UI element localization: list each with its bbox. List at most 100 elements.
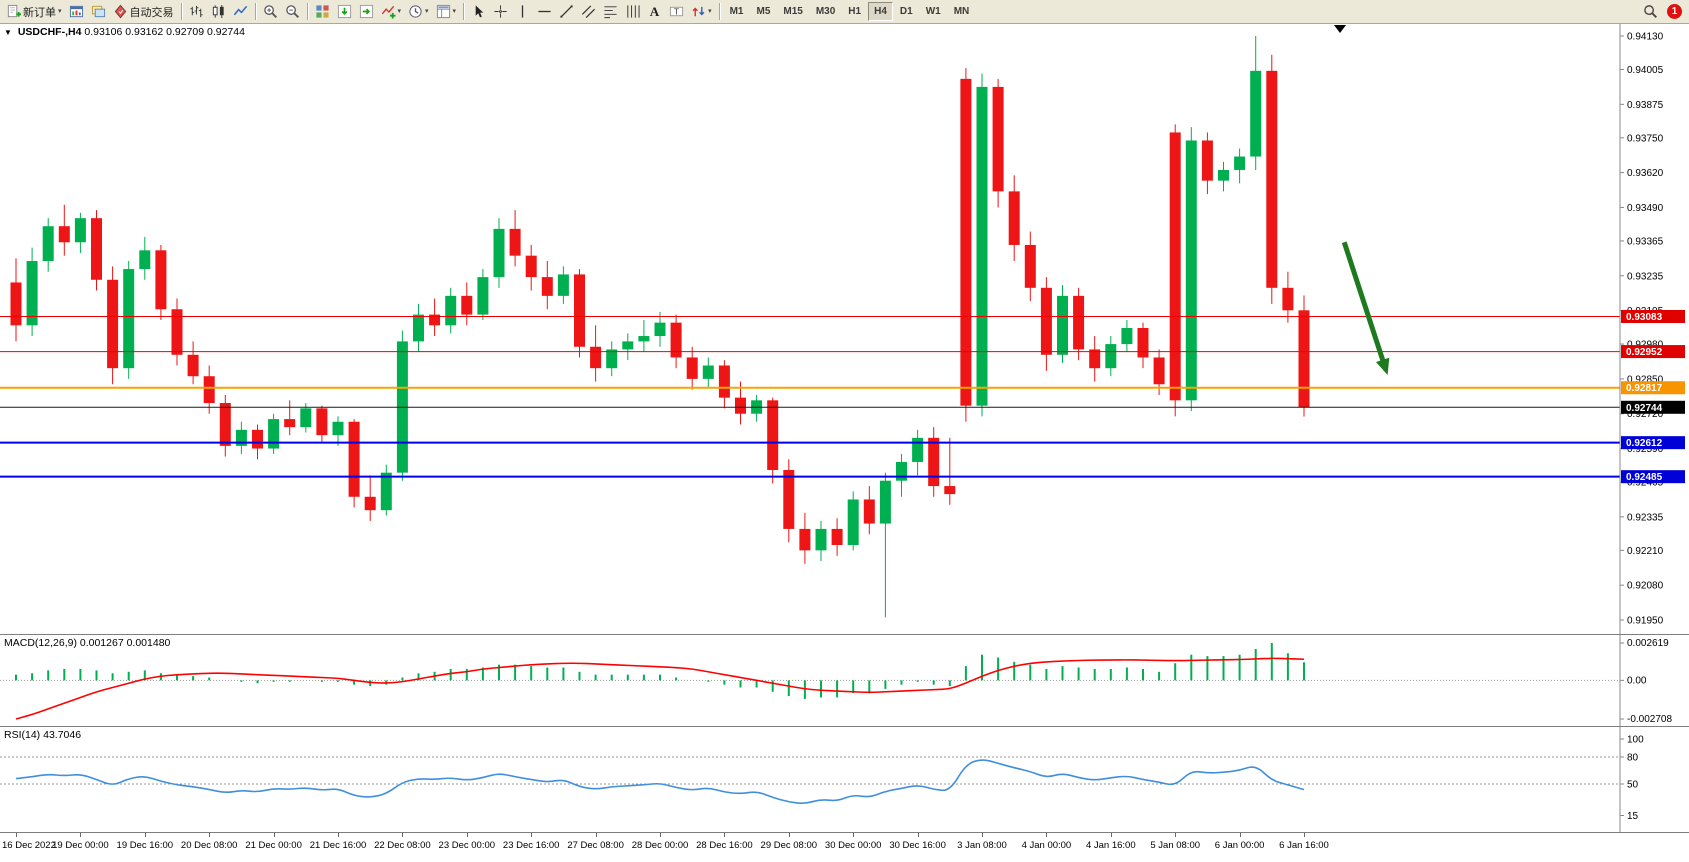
rsi-line bbox=[15, 759, 1305, 804]
svg-text:0.93365: 0.93365 bbox=[1627, 236, 1664, 247]
zoom-in-icon bbox=[263, 4, 278, 19]
vertical-line-button[interactable] bbox=[512, 1, 533, 22]
macd-canvas: 0.002619 0.00 -0.002708 bbox=[0, 635, 1672, 726]
search-button[interactable] bbox=[1640, 1, 1661, 22]
horizontal-line-button[interactable] bbox=[534, 1, 555, 22]
time-tick bbox=[1046, 833, 1048, 837]
time-tick bbox=[1110, 833, 1112, 837]
candle bbox=[1201, 140, 1213, 181]
price-tag bbox=[1621, 345, 1685, 359]
text-button[interactable] bbox=[644, 1, 665, 22]
candle bbox=[284, 419, 296, 428]
time-label: 21 Dec 00:00 bbox=[245, 840, 302, 851]
toolbar-right: 1 bbox=[1640, 1, 1686, 22]
zoom-out-button[interactable] bbox=[282, 1, 303, 22]
auto-scroll-button[interactable] bbox=[334, 1, 355, 22]
collapse-chart-icon[interactable]: ▼ bbox=[4, 28, 12, 37]
candle bbox=[1185, 140, 1197, 401]
main-chart-pane: ▼ USDCHF-,H4 0.93106 0.93162 0.92709 0.9… bbox=[0, 24, 1689, 634]
templates-button[interactable]: ▾ bbox=[433, 1, 460, 22]
chart-shift-button[interactable] bbox=[356, 1, 377, 22]
fibonacci-icon bbox=[603, 4, 618, 19]
cycle-lines-button[interactable] bbox=[622, 1, 643, 22]
price-tag bbox=[1621, 381, 1685, 395]
candle bbox=[1234, 156, 1246, 170]
candle bbox=[187, 354, 199, 377]
chart-window-button[interactable] bbox=[66, 1, 87, 22]
time-tick bbox=[724, 833, 726, 837]
timeframe-mn[interactable]: MN bbox=[948, 2, 976, 21]
svg-text:0.93750: 0.93750 bbox=[1627, 133, 1664, 144]
candle bbox=[380, 472, 392, 511]
time-label: 22 Dec 08:00 bbox=[374, 840, 431, 851]
timeframe-m1[interactable]: M1 bbox=[724, 2, 750, 21]
arrows-icon bbox=[691, 4, 706, 19]
time-tick bbox=[917, 833, 919, 837]
svg-text:0.93235: 0.93235 bbox=[1627, 271, 1664, 282]
candle bbox=[219, 403, 231, 446]
svg-text:0.002619: 0.002619 bbox=[1627, 638, 1669, 649]
candle bbox=[847, 499, 859, 545]
crosshair-button[interactable] bbox=[490, 1, 511, 22]
candle bbox=[976, 86, 988, 406]
trend-arrow[interactable] bbox=[1341, 241, 1390, 376]
candle bbox=[1057, 295, 1068, 355]
indicators-button[interactable]: ▾ bbox=[378, 1, 405, 22]
arrows-button[interactable]: ▾ bbox=[688, 1, 715, 22]
candle bbox=[686, 357, 698, 379]
svg-text:0.92485: 0.92485 bbox=[1626, 472, 1663, 483]
tile-windows-button[interactable] bbox=[312, 1, 333, 22]
indicators-icon bbox=[381, 4, 396, 19]
autotrading-button[interactable]: 自动交易 bbox=[110, 1, 177, 22]
svg-text:0.00: 0.00 bbox=[1627, 675, 1647, 686]
autotrading-button-label: 自动交易 bbox=[129, 6, 174, 19]
time-tick bbox=[273, 833, 275, 837]
time-label: 28 Dec 16:00 bbox=[696, 840, 753, 851]
line-chart-button[interactable] bbox=[230, 1, 251, 22]
periods-button[interactable]: ▾ bbox=[405, 1, 432, 22]
fibonacci-button[interactable] bbox=[600, 1, 621, 22]
timeframe-h4[interactable]: H4 bbox=[868, 2, 893, 21]
price-tag bbox=[1621, 436, 1685, 450]
svg-text:0.92612: 0.92612 bbox=[1626, 438, 1663, 449]
bars-chart-button[interactable] bbox=[186, 1, 207, 22]
profiles-button[interactable] bbox=[88, 1, 109, 22]
time-label: 20 Dec 08:00 bbox=[180, 840, 238, 851]
dropdown-caret-icon: ▾ bbox=[425, 8, 429, 15]
time-label: 21 Dec 16:00 bbox=[309, 840, 367, 851]
candle bbox=[203, 376, 215, 404]
dropdown-caret-icon: ▾ bbox=[58, 8, 62, 15]
candle bbox=[74, 218, 86, 243]
candle bbox=[477, 277, 489, 315]
timeframe-h1[interactable]: H1 bbox=[842, 2, 867, 21]
timeframe-w1[interactable]: W1 bbox=[920, 2, 947, 21]
time-axis[interactable]: 16 Dec 2022 19 Dec 00:00 19 Dec 16:00 20 De… bbox=[0, 832, 1689, 862]
timeframe-m15[interactable]: M15 bbox=[777, 2, 808, 21]
notification-badge[interactable]: 1 bbox=[1667, 4, 1682, 19]
svg-text:0.92335: 0.92335 bbox=[1627, 512, 1664, 523]
candle bbox=[1105, 344, 1117, 369]
candle bbox=[268, 419, 280, 449]
svg-text:0.92980: 0.92980 bbox=[1627, 340, 1664, 351]
timeframe-d1[interactable]: D1 bbox=[894, 2, 919, 21]
text-label-button[interactable] bbox=[666, 1, 687, 22]
svg-text:0.92080: 0.92080 bbox=[1627, 581, 1664, 592]
zoom-in-button[interactable] bbox=[260, 1, 281, 22]
svg-text:0.92590: 0.92590 bbox=[1627, 444, 1664, 455]
candle bbox=[493, 228, 505, 278]
candle bbox=[541, 277, 553, 296]
candle bbox=[445, 295, 457, 326]
channel-button[interactable] bbox=[578, 1, 599, 22]
candles-chart-button[interactable] bbox=[208, 1, 229, 22]
candle bbox=[1169, 132, 1181, 401]
candle bbox=[557, 274, 569, 296]
timeframe-m30[interactable]: M30 bbox=[810, 2, 841, 21]
time-tick bbox=[788, 833, 790, 837]
cursor-button[interactable] bbox=[468, 1, 489, 22]
new-order-button[interactable]: 新订单 ▾ bbox=[3, 1, 65, 22]
svg-text:0.93490: 0.93490 bbox=[1627, 203, 1664, 214]
candle bbox=[912, 437, 924, 462]
timeframe-m5[interactable]: M5 bbox=[750, 2, 776, 21]
trendline-button[interactable] bbox=[556, 1, 577, 22]
dropdown-caret-icon: ▾ bbox=[397, 8, 402, 15]
